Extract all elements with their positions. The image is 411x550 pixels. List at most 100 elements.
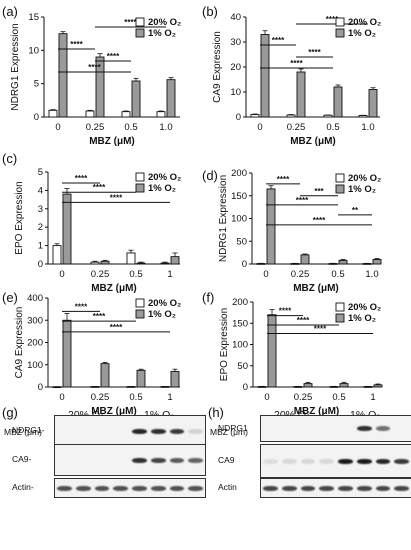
x-tick-label: 0 (263, 269, 268, 280)
chart-panel-a: (a) 0 5 10 15 NDRG1 Expression 0 0.25 0.5 1.0 MBZ … (2, 4, 181, 147)
blot-band (263, 458, 278, 464)
legend-label: 20% O₂ (348, 17, 381, 28)
bar-20pct-o2 (286, 114, 296, 118)
legend-swatch (335, 17, 345, 27)
y-tick-label: 150 (231, 191, 247, 202)
y-tick-label: 10 (28, 45, 39, 56)
blot-band (150, 428, 166, 434)
y-tick-label: 0 (242, 259, 247, 270)
significance-label: **** (75, 302, 88, 311)
bar-1pct-o2 (296, 71, 306, 118)
blot-band (375, 426, 391, 431)
bar-20pct-o2 (48, 109, 58, 118)
blot-membrane-ca9 (54, 444, 206, 476)
y-tick-label: 0 (38, 259, 43, 270)
panel-letter: (b) (202, 4, 218, 19)
x-tick-label: 1.0 (365, 269, 378, 280)
bar-1pct-o2 (373, 384, 383, 388)
bar-1pct-o2 (100, 363, 110, 388)
panel-letter: (e) (2, 290, 18, 305)
y-tick-label: 0 (243, 382, 248, 393)
bar-1pct-o2 (166, 79, 176, 118)
blot-band (132, 457, 147, 463)
bar-1pct-o2 (266, 188, 276, 265)
legend-swatch (335, 184, 345, 194)
x-tick-label: 0.25 (91, 269, 110, 280)
y-tick-label: 100 (232, 340, 248, 351)
significance-label: **** (88, 63, 101, 72)
legend-label: 20% O₂ (148, 17, 181, 28)
x-tick-label: 1 (370, 392, 375, 403)
y-tick-label: 40 (230, 12, 241, 23)
bar-1pct-o2 (170, 370, 180, 388)
bar-20pct-o2 (156, 111, 166, 118)
blot-band (281, 485, 297, 491)
blot-band (394, 458, 409, 464)
legend-label: 1% O₂ (348, 28, 376, 39)
x-tick-label: 1.0 (159, 122, 172, 133)
bar-20pct-o2 (85, 110, 95, 118)
y-axis-label: EPO Expression (219, 308, 230, 381)
bar-1pct-o2 (58, 33, 68, 118)
bar-1pct-o2 (333, 86, 343, 118)
x-tick-label: 0.5 (331, 269, 344, 280)
legend-label: 1% O₂ (148, 28, 176, 39)
western-blot-g: (g)20% O₂1% O₂MBZ (μm)00.250.51.000.250.… (2, 405, 207, 545)
x-tick-label: 0 (264, 392, 269, 403)
significance-label: **** (93, 312, 106, 321)
significance-label: **** (272, 36, 285, 45)
blot-membrane-actin (260, 478, 411, 498)
legend-label: 20% O₂ (348, 173, 381, 184)
blot-band (169, 428, 185, 434)
bar-1pct-o2 (338, 259, 348, 265)
y-tick-label: 0 (38, 382, 43, 393)
blot-band (338, 458, 353, 464)
x-tick-label: 0.5 (326, 122, 339, 133)
x-axis-label: MBZ (μM) (91, 406, 137, 417)
legend-label: 1% O₂ (348, 184, 376, 195)
legend-swatch (135, 183, 145, 193)
x-tick-label: 0 (257, 122, 262, 133)
x-tick-label: 0.25 (86, 122, 105, 133)
significance-label: ** (352, 206, 359, 215)
y-tick-label: 30 (230, 37, 241, 48)
panel-letter: (d) (202, 168, 218, 183)
x-tick-label: 0.5 (124, 122, 137, 133)
y-axis-label: CA9 Expression (212, 31, 223, 103)
blot-band (169, 457, 185, 463)
legend-label: 1% O₂ (148, 183, 176, 194)
blot-band (188, 428, 203, 434)
bar-20pct-o2 (126, 252, 136, 265)
legend-swatch (135, 298, 145, 308)
bar-20pct-o2 (358, 115, 368, 118)
y-axis-label: EPO Expression (14, 181, 25, 254)
blot-row-label: Actin- (12, 482, 34, 492)
x-axis-label: MBZ (μM) (293, 283, 339, 294)
blot-row-label: CA9 (218, 455, 235, 465)
blot-band (75, 485, 91, 491)
bar-1pct-o2 (170, 256, 180, 265)
legend-label: 20% O₂ (148, 298, 181, 309)
significance-label: **** (326, 15, 339, 24)
bar-20pct-o2 (90, 261, 100, 265)
blot-row-label: Actin (218, 482, 237, 492)
blot-band (281, 458, 297, 464)
significance-label: **** (277, 175, 290, 184)
y-tick-label: 3 (38, 204, 43, 215)
legend-swatch (135, 309, 145, 319)
bar-20pct-o2 (52, 245, 62, 265)
legend-label: 20% O₂ (348, 302, 381, 313)
y-tick-label: 0 (236, 112, 241, 123)
x-tick-label: 1.0 (361, 122, 374, 133)
legend-swatch (335, 302, 345, 312)
blot-band (300, 485, 316, 491)
x-tick-label: 0 (55, 122, 60, 133)
blot-band (375, 458, 391, 464)
blot-mbz-label: MBZ (μm) (4, 427, 42, 437)
significance-label: *** (314, 187, 324, 196)
x-tick-label: 0 (59, 392, 64, 403)
legend-label: 1% O₂ (348, 313, 376, 324)
blot-band (338, 485, 353, 491)
